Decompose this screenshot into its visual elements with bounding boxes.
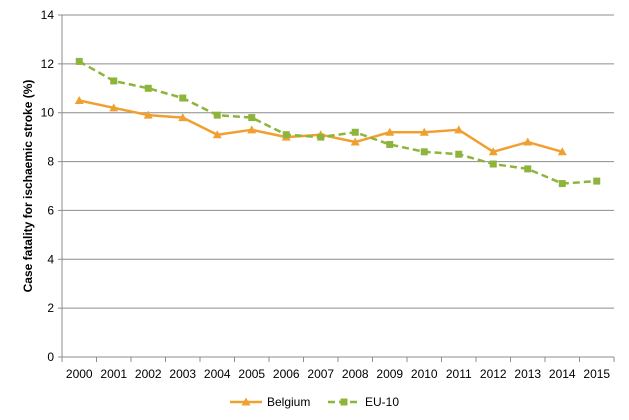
x-tick-label-2008: 2008 [342, 367, 369, 381]
point-belgium-2008 [350, 137, 360, 146]
point-belgium-2010 [419, 127, 429, 136]
point-eu-10-2011 [455, 150, 463, 158]
point-belgium-2004 [212, 130, 222, 139]
point-belgium-2009 [385, 127, 395, 136]
legend-label-eu-10: EU-10 [365, 395, 399, 409]
legend: Belgium EU-10 [230, 395, 399, 409]
point-belgium-2000 [74, 96, 84, 104]
point-belgium-2002 [143, 110, 153, 119]
y-tick-labels: 0 2 4 6 8 10 12 14 [41, 8, 55, 364]
point-belgium-2003 [178, 113, 188, 122]
x-tick-label-2002: 2002 [135, 367, 162, 381]
x-tick-label-2009: 2009 [376, 367, 403, 381]
legend-item-eu-10: EU-10 [328, 395, 399, 409]
series-belgium [74, 96, 567, 156]
legend-item-belgium: Belgium [230, 395, 310, 409]
x-tick-label-2006: 2006 [273, 367, 300, 381]
series-eu-10 [75, 57, 601, 188]
point-eu-10-2013 [524, 165, 532, 173]
point-eu-10-2003 [179, 94, 187, 102]
point-eu-10-2012 [489, 160, 497, 168]
y-tick-label-4: 4 [47, 252, 54, 266]
y-tick-label-12: 12 [41, 57, 55, 71]
x-tick-label-2011: 2011 [446, 367, 472, 381]
x-tick-label-2003: 2003 [169, 367, 196, 381]
y-tick-label-10: 10 [41, 106, 55, 120]
y-tick-label-2: 2 [47, 301, 54, 315]
y-tick-label-14: 14 [41, 8, 55, 22]
point-belgium-2013 [523, 137, 533, 146]
x-tick-label-2007: 2007 [307, 367, 334, 381]
point-eu-10-2007 [317, 133, 325, 141]
x-tick-label-2001: 2001 [100, 367, 127, 381]
x-tick-label-2004: 2004 [204, 367, 231, 381]
x-tick-label-2010: 2010 [411, 367, 438, 381]
x-tick-label-2000: 2000 [66, 367, 93, 381]
legend-label-belgium: Belgium [267, 395, 310, 409]
x-tick-label-2012: 2012 [480, 367, 507, 381]
legend-marker-eu-10 [340, 398, 348, 406]
x-tick-labels: 2000 2001 2002 2003 2004 2005 2006 2007 2008 2009… [66, 367, 611, 381]
series-line-eu-10 [78, 60, 597, 185]
point-belgium-2011 [454, 125, 464, 134]
point-belgium-2001 [109, 103, 119, 112]
x-tick-label-2005: 2005 [238, 367, 265, 381]
point-eu-10-2009 [386, 140, 394, 148]
point-eu-10-2008 [351, 128, 359, 136]
y-axis-label: Case fatality for ischaemic stroke (%) [21, 80, 35, 293]
point-eu-10-2006 [282, 131, 290, 139]
x-tick-label-2015: 2015 [583, 367, 610, 381]
point-eu-10-2000 [75, 57, 83, 65]
y-tick-label-6: 6 [47, 203, 54, 217]
point-belgium-2014 [557, 147, 567, 156]
point-eu-10-2010 [420, 148, 428, 156]
series-line-belgium [78, 99, 563, 154]
grid-lines [62, 14, 614, 309]
series-layer [74, 57, 601, 188]
x-tick-label-2014: 2014 [549, 367, 576, 381]
point-eu-10-2015 [593, 177, 601, 185]
point-eu-10-2014 [558, 180, 566, 188]
y-tick-label-0: 0 [47, 350, 54, 364]
point-eu-10-2002 [144, 84, 152, 92]
point-eu-10-2001 [110, 77, 118, 85]
point-belgium-2005 [247, 125, 257, 134]
point-eu-10-2005 [248, 114, 256, 122]
point-belgium-2012 [488, 147, 498, 156]
y-tick-label-8: 8 [47, 155, 54, 169]
point-eu-10-2004 [213, 111, 221, 119]
legend-marker-belgium [241, 397, 251, 406]
x-tick-label-2013: 2013 [514, 367, 541, 381]
axes [58, 14, 615, 362]
